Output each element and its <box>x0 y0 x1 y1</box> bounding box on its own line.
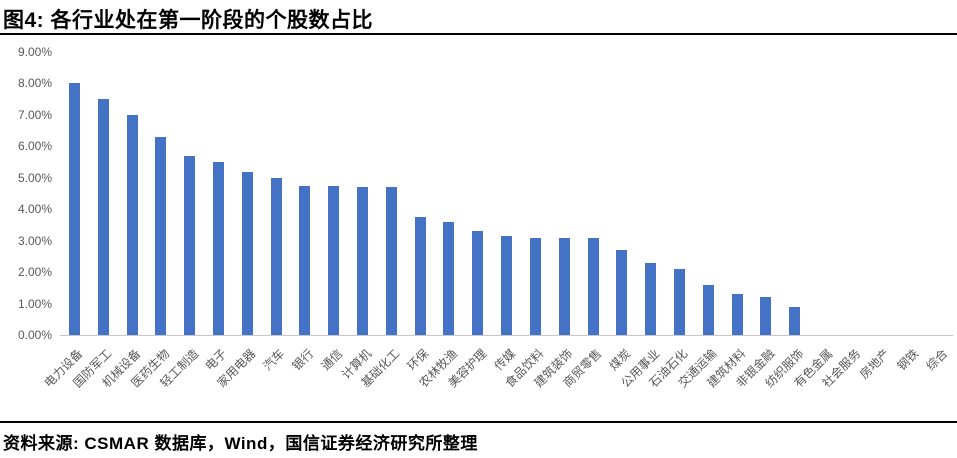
bar-slot <box>319 52 348 335</box>
bar-公用事业 <box>645 262 657 335</box>
bar-slot <box>924 52 953 335</box>
plot-area <box>60 52 953 336</box>
bar-slot <box>89 52 118 335</box>
bar-slot <box>233 52 262 335</box>
y-tick-label: 0.00% <box>17 328 52 342</box>
bar-slot <box>204 52 233 335</box>
x-slot: 商贸零售 <box>560 337 608 419</box>
bar-slot <box>146 52 175 335</box>
bar-美容护理 <box>472 231 484 335</box>
bar-slot <box>348 52 377 335</box>
bar-汽车 <box>270 177 282 335</box>
x-slot: 银行 <box>289 337 320 419</box>
bar-非银金融 <box>760 297 772 335</box>
bar-slot <box>60 52 89 335</box>
bar-交通运输 <box>702 284 714 335</box>
bar-slot <box>291 52 320 335</box>
y-tick-label: 2.00% <box>17 265 52 280</box>
bar-银行 <box>299 185 311 335</box>
bar-slot <box>406 52 435 335</box>
bar-slot <box>838 52 867 335</box>
bar-slot <box>262 52 291 335</box>
source-divider <box>0 421 957 423</box>
y-tick-label: 8.00% <box>17 76 52 91</box>
figure-title: 图4: 各行业处在第一阶段的个股数占比 <box>3 9 374 32</box>
bar-农林牧渔 <box>443 221 455 335</box>
x-tick-label: 汽车 <box>260 346 288 374</box>
bar-环保 <box>414 217 426 335</box>
bar-建筑材料 <box>731 294 743 335</box>
x-axis-labels: 电力设备 国防军工 机械设备 医药生物 轻工制造 电子 家用电器 汽车 银行 通信 计算机 基础化工环… <box>42 337 953 419</box>
bar-基础化工 <box>385 187 397 335</box>
x-slot: 综合 <box>923 337 953 419</box>
bar-煤炭 <box>616 250 628 335</box>
y-tick-label: 5.00% <box>17 170 52 185</box>
bar-医药生物 <box>155 136 167 335</box>
bar-电力设备 <box>68 83 80 335</box>
x-slot: 轻工制造 <box>157 337 204 419</box>
bar-slot <box>723 52 752 335</box>
x-slot: 通信 <box>318 337 348 419</box>
bar-slot <box>463 52 492 335</box>
bar-国防军工 <box>97 99 109 335</box>
bar-slot <box>579 52 608 335</box>
bar-家用电器 <box>241 171 253 335</box>
bar-slot <box>492 52 521 335</box>
x-slot: 钢铁 <box>894 337 925 419</box>
bar-电子 <box>212 162 224 335</box>
x-tick-label: 综合 <box>923 346 951 374</box>
bar-slot <box>377 52 406 335</box>
x-tick-label: 银行 <box>289 346 317 374</box>
bar-slot <box>752 52 781 335</box>
bar-纺织服饰 <box>789 306 801 335</box>
bar-机械设备 <box>126 114 138 335</box>
x-slot: 家用电器 <box>215 337 262 419</box>
bar-食品饮料 <box>529 237 541 335</box>
bar-slot <box>607 52 636 335</box>
x-slot: 美容护理 <box>445 337 492 419</box>
title-divider <box>0 33 957 35</box>
x-slot: 汽车 <box>260 337 291 419</box>
y-tick-label: 1.00% <box>17 296 52 311</box>
bar-slot <box>867 52 896 335</box>
bar-slot <box>780 52 809 335</box>
source-note: 资料来源: CSMAR 数据库，Wind，国信证券经济研究所整理 <box>3 434 478 453</box>
y-tick-label: 6.00% <box>17 139 52 154</box>
y-tick-label: 4.00% <box>17 202 52 217</box>
bar-建筑装饰 <box>558 237 570 335</box>
bar-slot <box>809 52 838 335</box>
bar-传媒 <box>501 236 513 335</box>
bar-slot <box>636 52 665 335</box>
bar-计算机 <box>357 187 369 335</box>
bar-通信 <box>328 185 340 335</box>
x-tick-label: 钢铁 <box>894 346 922 374</box>
y-tick-label: 3.00% <box>17 233 52 248</box>
x-slot: 基础化工 <box>359 337 406 419</box>
bar-slot <box>665 52 694 335</box>
bar-slot <box>521 52 550 335</box>
x-slot: 房地产 <box>857 337 896 419</box>
bar-slot <box>896 52 925 335</box>
bar-轻工制造 <box>184 155 196 335</box>
bar-slot <box>694 52 723 335</box>
bar-slot <box>435 52 464 335</box>
bar-石油石化 <box>673 269 685 335</box>
y-tick-label: 7.00% <box>17 107 52 122</box>
bar-slot <box>550 52 579 335</box>
bar-slot <box>175 52 204 335</box>
bar-slot <box>118 52 147 335</box>
bar-商贸零售 <box>587 237 599 335</box>
y-tick-label: 9.00% <box>17 45 52 59</box>
